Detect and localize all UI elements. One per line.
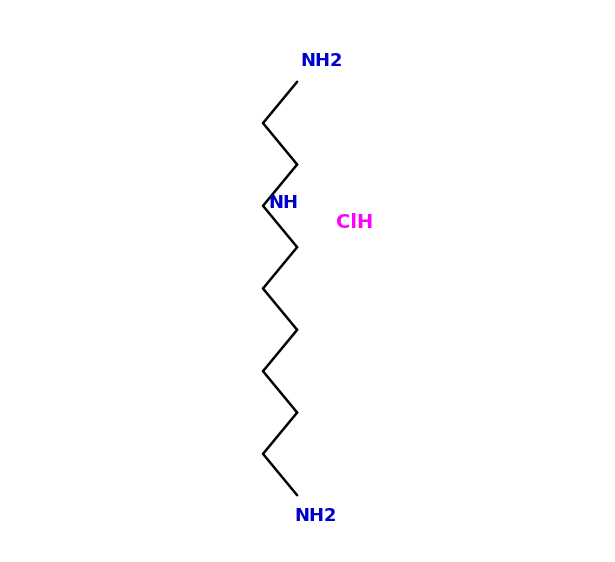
Text: NH: NH [268,194,298,212]
Text: NH2: NH2 [294,507,336,525]
Text: ClH: ClH [336,213,373,232]
Text: NH2: NH2 [300,52,343,70]
